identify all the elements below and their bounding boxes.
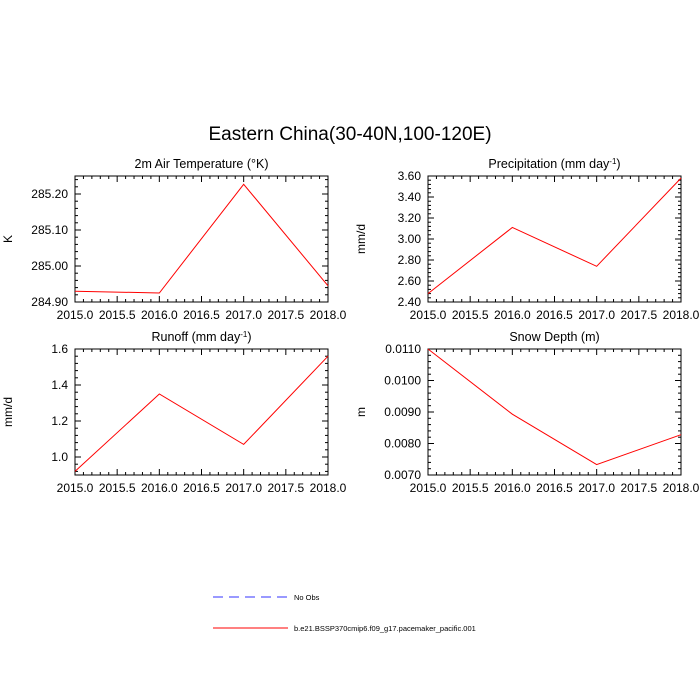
x-tick-label-runoff: 2015.0	[57, 481, 94, 495]
y-tick-label-precipitation: 2.80	[398, 253, 422, 267]
panel-title-runoff: Runoff (mm day-1)	[152, 330, 252, 345]
x-tick-label-snow-depth: 2016.5	[536, 481, 573, 495]
panel-title-air-temperature: 2m Air Temperature (°K)	[135, 157, 269, 171]
figure-title: Eastern China(30-40N,100-120E)	[208, 124, 491, 145]
x-tick-label-snow-depth: 2018.0	[663, 481, 700, 495]
x-tick-label-precipitation: 2017.5	[620, 308, 657, 322]
y-tick-label-runoff: 1.4	[51, 378, 68, 392]
x-tick-label-runoff: 2017.5	[267, 481, 304, 495]
y-tick-label-runoff: 1.0	[51, 450, 68, 464]
y-tick-label-air-temperature: 285.00	[31, 259, 68, 273]
plot-frame-runoff	[74, 348, 329, 476]
y-axis-label-snow-depth: m	[354, 407, 368, 417]
y-axis-label-air-temperature: K	[1, 235, 15, 243]
y-tick-label-snow-depth: 0.0100	[384, 374, 421, 388]
y-tick-label-precipitation: 3.40	[398, 190, 422, 204]
y-tick-label-precipitation: 3.00	[398, 232, 422, 246]
y-tick-label-precipitation: 2.40	[398, 295, 422, 309]
x-tick-label-snow-depth: 2015.0	[410, 481, 447, 495]
y-tick-label-air-temperature: 284.90	[31, 295, 68, 309]
panel-snow-depth: Snow Depth (m) m 2015.0 2015.5 2016.0 2016.5 2…	[354, 330, 700, 495]
x-tick-label-snow-depth: 2017.5	[620, 481, 657, 495]
x-tick-label-precipitation: 2016.0	[494, 308, 531, 322]
x-tick-label-precipitation: 2015.0	[410, 308, 447, 322]
y-tick-label-snow-depth: 0.0090	[384, 405, 421, 419]
series-line-air-temperature	[74, 183, 329, 294]
x-tick-label-precipitation: 2015.5	[452, 308, 489, 322]
y-axis-label-runoff: mm/d	[1, 397, 15, 427]
x-tick-label-air-temperature: 2018.0	[310, 308, 347, 322]
plot-frame-precipitation	[427, 175, 682, 303]
panel-precipitation: Precipitation (mm day-1) mm/d 2015.0 2015.5…	[354, 157, 700, 323]
x-tick-label-runoff: 2017.0	[225, 481, 262, 495]
x-tick-label-air-temperature: 2016.5	[183, 308, 220, 322]
series-line-snow-depth	[427, 348, 682, 466]
panel-title-snow-depth: Snow Depth (m)	[509, 330, 599, 344]
series-line-precipitation	[427, 177, 682, 294]
x-tick-label-runoff: 2015.5	[99, 481, 136, 495]
plot-frame-snow-depth	[427, 348, 682, 476]
legend-label-model-run: b.e21.BSSP370cmip6.f09_g17.pacemaker_pac…	[294, 624, 476, 633]
x-tick-label-runoff: 2016.5	[183, 481, 220, 495]
x-tick-label-air-temperature: 2017.0	[225, 308, 262, 322]
y-axis-label-precipitation: mm/d	[354, 224, 368, 254]
y-tick-label-air-temperature: 285.10	[31, 223, 68, 237]
x-tick-label-snow-depth: 2016.0	[494, 481, 531, 495]
y-tick-label-snow-depth: 0.0070	[384, 468, 421, 482]
legend: No Obs b.e21.BSSP370cmip6.f09_g17.pacema…	[213, 593, 476, 633]
x-tick-label-air-temperature: 2016.0	[141, 308, 178, 322]
x-tick-label-snow-depth: 2017.0	[578, 481, 615, 495]
x-tick-label-air-temperature: 2017.5	[267, 308, 304, 322]
series-line-runoff	[74, 355, 329, 472]
y-tick-label-air-temperature: 285.20	[31, 187, 68, 201]
y-tick-label-snow-depth: 0.0080	[384, 437, 421, 451]
y-tick-label-runoff: 1.6	[51, 342, 68, 356]
x-tick-label-precipitation: 2017.0	[578, 308, 615, 322]
panel-air-temperature: 2m Air Temperature (°K) K 2015.0 2015.5 2016…	[1, 157, 347, 322]
x-tick-label-air-temperature: 2015.0	[57, 308, 94, 322]
y-tick-label-precipitation: 3.60	[398, 169, 422, 183]
y-tick-label-precipitation: 2.60	[398, 274, 422, 288]
x-tick-label-air-temperature: 2015.5	[99, 308, 136, 322]
x-tick-label-precipitation: 2018.0	[663, 308, 700, 322]
panel-title-precipitation: Precipitation (mm day-1)	[488, 157, 620, 172]
y-tick-label-runoff: 1.2	[51, 414, 68, 428]
x-tick-label-snow-depth: 2015.5	[452, 481, 489, 495]
x-tick-label-runoff: 2018.0	[310, 481, 347, 495]
y-tick-label-snow-depth: 0.0110	[385, 342, 421, 356]
y-tick-label-precipitation: 3.20	[398, 211, 422, 225]
panel-runoff: Runoff (mm day-1) mm/d 2015.0 2015.5 2016.0 2…	[1, 330, 347, 496]
x-tick-label-precipitation: 2016.5	[536, 308, 573, 322]
legend-label-no-obs: No Obs	[294, 593, 320, 602]
x-tick-label-runoff: 2016.0	[141, 481, 178, 495]
